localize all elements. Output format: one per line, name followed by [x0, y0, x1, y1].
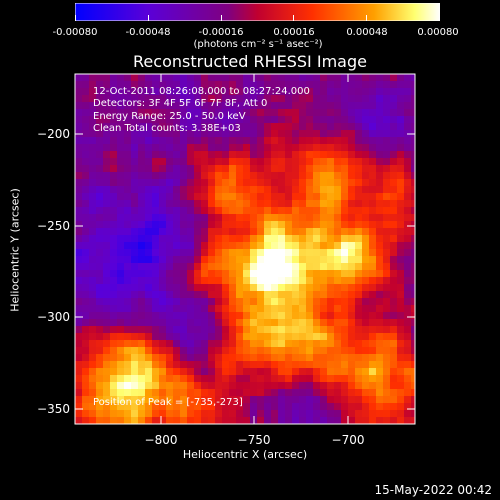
y-tick-label: −250 — [37, 219, 70, 233]
colorbar-tick-label: -0.00048 — [125, 27, 171, 38]
x-axis-label: Heliocentric X (arcsec) — [182, 448, 308, 461]
y-axis-label: Heliocentric Y (arcsec) — [8, 188, 22, 312]
x-tick-label: −800 — [144, 433, 178, 447]
peak-position: Position of Peak = [-735,-273] — [93, 397, 243, 408]
y-tick-label: −300 — [37, 310, 70, 324]
image-title: Reconstructed RHESSI Image — [133, 52, 367, 71]
clean-total-counts: Clean Total counts: 3.38E+03 — [93, 123, 241, 134]
x-tick-label: −700 — [331, 433, 365, 447]
y-tick-label: −350 — [37, 402, 70, 416]
colorbar-tick-label: -0.00080 — [52, 27, 98, 38]
colorbar-tick-label: 0.00080 — [417, 27, 459, 38]
observation-time: 12-Oct-2011 08:26:08.000 to 08:27:24.000 — [93, 86, 310, 97]
colorbar — [75, 3, 440, 21]
colorbar-tick-label: 0.00048 — [346, 27, 388, 38]
detectors-info: Detectors: 3F 4F 5F 6F 7F 8F, Att 0 — [93, 98, 268, 109]
colorbar-tick-marks — [75, 15, 440, 21]
colorbar-unit-label: (photons cm⁻² s⁻¹ asec⁻²) — [193, 39, 323, 50]
energy-range: Energy Range: 25.0 - 50.0 keV — [93, 111, 246, 122]
colorbar-tick-label: -0.00016 — [198, 27, 244, 38]
colorbar-gradient — [75, 3, 440, 21]
timestamp: 15-May-2022 00:42 — [374, 483, 492, 497]
x-tick-label: −750 — [237, 433, 271, 447]
colorbar-tick-label: 0.00016 — [273, 27, 315, 38]
y-tick-label: −200 — [37, 127, 70, 141]
